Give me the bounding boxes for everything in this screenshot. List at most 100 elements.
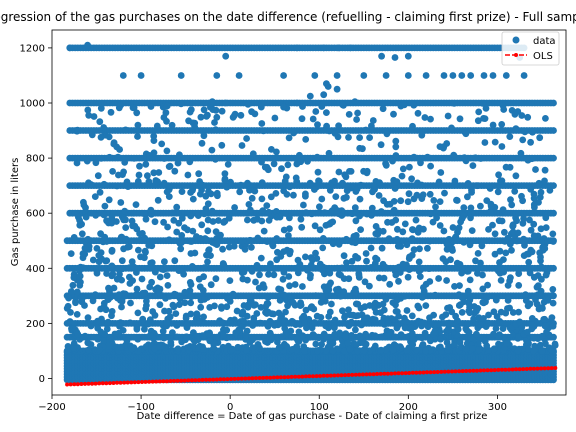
data-point (351, 239, 359, 247)
data-point (386, 200, 394, 208)
data-point (356, 195, 364, 203)
data-point (121, 290, 129, 298)
data-point (508, 246, 515, 254)
data-point (134, 309, 142, 317)
data-point (499, 325, 507, 332)
data-point (262, 338, 269, 345)
data-point (550, 127, 557, 134)
data-point (371, 316, 379, 323)
data-point (67, 288, 75, 295)
data-point (492, 296, 500, 304)
data-point (187, 293, 195, 301)
data-point (489, 221, 496, 229)
data-point (93, 269, 101, 277)
data-point (464, 180, 472, 187)
data-point (492, 325, 500, 332)
data-point (266, 329, 274, 337)
data-point (173, 203, 181, 211)
data-point (536, 193, 544, 201)
data-point (513, 237, 521, 245)
data-point (515, 308, 522, 316)
data-point (127, 299, 134, 307)
data-point (414, 229, 422, 236)
data-point (468, 227, 476, 235)
data-point (318, 341, 325, 348)
data-point (151, 311, 159, 319)
data-point (466, 276, 474, 284)
data-point (89, 256, 97, 264)
data-point (496, 247, 504, 255)
data-point (178, 232, 186, 239)
data-point (467, 204, 475, 212)
data-point (405, 255, 413, 262)
data-point (426, 278, 434, 285)
data-point (378, 244, 386, 252)
data-point (425, 265, 433, 272)
data-point (343, 259, 350, 267)
data-point (550, 182, 557, 190)
data-point (453, 259, 461, 267)
data-point (248, 268, 256, 275)
data-point (504, 282, 512, 289)
data-point (550, 292, 557, 300)
data-point (470, 315, 477, 323)
data-point (408, 312, 416, 320)
data-point (352, 326, 359, 334)
data-point (311, 222, 319, 230)
data-point (454, 317, 461, 325)
data-point (473, 182, 481, 190)
data-point (464, 287, 472, 295)
data-point (546, 187, 554, 194)
data-point (458, 309, 466, 316)
data-point (175, 219, 183, 227)
data-point (299, 283, 306, 290)
data-point (133, 290, 141, 298)
data-point (431, 329, 439, 336)
data-point (404, 273, 412, 281)
data-point (257, 254, 265, 262)
data-point (515, 333, 523, 340)
data-point (437, 335, 444, 343)
data-point (504, 294, 512, 302)
data-point (356, 332, 364, 340)
data-point (80, 198, 87, 206)
data-point (217, 231, 224, 239)
data-point (341, 313, 348, 321)
data-point (405, 266, 413, 273)
data-point (329, 240, 337, 248)
data-point (84, 314, 92, 321)
data-point (264, 308, 272, 316)
data-point (128, 258, 136, 266)
data-point (184, 226, 191, 234)
data-point (339, 307, 346, 315)
data-point (362, 314, 370, 322)
data-point (198, 221, 206, 229)
data-point (316, 226, 324, 234)
data-point (266, 317, 274, 325)
data-point (246, 236, 254, 244)
data-point (366, 282, 373, 290)
data-point (148, 259, 156, 266)
data-point (519, 219, 527, 227)
data-point (66, 318, 74, 325)
data-point (133, 285, 141, 293)
data-point (318, 195, 326, 203)
data-point (351, 204, 359, 212)
data-point (550, 264, 557, 272)
data-point (280, 268, 288, 276)
data-point (528, 315, 536, 322)
data-point (441, 189, 448, 197)
data-point (195, 275, 203, 283)
data-point (91, 193, 99, 201)
data-point (392, 308, 400, 315)
data-point (451, 177, 459, 185)
data-point (386, 280, 394, 288)
data-point (285, 273, 293, 280)
data-point (502, 249, 510, 257)
data-point (236, 188, 244, 196)
data-point (105, 196, 113, 204)
data-point (263, 202, 271, 210)
data-point (377, 208, 385, 215)
data-point (172, 310, 180, 317)
